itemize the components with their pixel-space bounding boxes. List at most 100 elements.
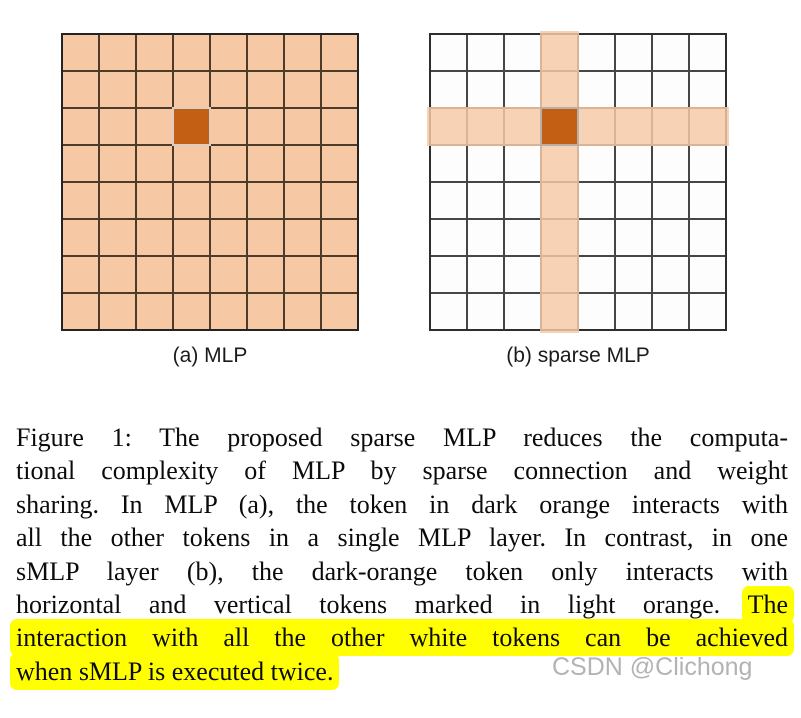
grid-cell — [174, 220, 209, 255]
grid-cell — [690, 146, 725, 181]
grid-cell — [616, 220, 651, 255]
grid-cell — [579, 146, 614, 181]
grid-cell — [690, 257, 725, 292]
grid-cell — [468, 35, 503, 70]
grid-cell — [505, 183, 540, 218]
grid-cell — [431, 294, 466, 329]
grid-cell — [137, 109, 172, 144]
grid-cell — [616, 146, 651, 181]
grid-cell — [616, 35, 651, 70]
grid-cell — [211, 146, 246, 181]
grid-cell — [174, 72, 209, 107]
grid-cell — [63, 257, 98, 292]
highlighted-text: The — [741, 585, 794, 623]
caption-line: tional complexity of MLP by sparse conne… — [16, 454, 788, 487]
grid-cell — [468, 220, 503, 255]
grid-cell — [468, 183, 503, 218]
grid-cell — [285, 294, 320, 329]
grid-cell — [690, 72, 725, 107]
grid-cell — [248, 146, 283, 181]
grid-cell — [100, 72, 135, 107]
grid-cell — [248, 183, 283, 218]
grid-cell — [505, 35, 540, 70]
highlighted-text: interaction with all the other white tok… — [10, 619, 794, 657]
grid-cell — [285, 183, 320, 218]
grid-cell — [174, 294, 209, 329]
grid-cell — [505, 72, 540, 107]
caption-text: sMLP layer (b), the dark-orange token on… — [16, 556, 788, 586]
grid-cell — [505, 146, 540, 181]
grid-cell — [285, 109, 320, 144]
grid-cell — [579, 72, 614, 107]
caption-line: Figure 1: The proposed sparse MLP reduce… — [16, 421, 788, 454]
grid-cell — [100, 109, 135, 144]
grid-cell — [100, 220, 135, 255]
grid-cell — [505, 257, 540, 292]
grid-cell — [431, 183, 466, 218]
grid-cell — [211, 109, 246, 144]
grid-cell — [322, 146, 357, 181]
grid-cell — [468, 257, 503, 292]
grid-cell — [100, 257, 135, 292]
caption-line: when sMLP is executed twice. — [10, 652, 788, 690]
grid-cell — [174, 183, 209, 218]
grid-cell — [653, 220, 688, 255]
grid-cell — [322, 294, 357, 329]
grid-cell — [505, 294, 540, 329]
grid-cell — [653, 294, 688, 329]
grid-cell — [174, 146, 209, 181]
watermark: CSDN @Clichong — [552, 653, 753, 681]
grid-cell — [174, 35, 209, 70]
grid-cell — [616, 294, 651, 329]
grid-cell — [63, 72, 98, 107]
grid-cell — [579, 35, 614, 70]
grid-cell — [137, 146, 172, 181]
mlp-grid — [61, 33, 359, 331]
grid-cell — [431, 146, 466, 181]
grid-cell — [579, 257, 614, 292]
caption-text: tional complexity of MLP by sparse conne… — [16, 456, 788, 486]
grid-cell — [468, 146, 503, 181]
grid-cell — [431, 35, 466, 70]
token-column-band — [540, 31, 579, 333]
grid-cell — [579, 294, 614, 329]
grid-cell — [322, 35, 357, 70]
grid-cell — [653, 183, 688, 218]
grid-cell — [63, 183, 98, 218]
grid-cell — [63, 146, 98, 181]
caption-text: Figure 1: The proposed sparse MLP reduce… — [16, 423, 788, 452]
grid-cell — [285, 35, 320, 70]
grid-cell — [248, 72, 283, 107]
grid-cell — [579, 183, 614, 218]
figure-caption: Figure 1: The proposed sparse MLP reduce… — [10, 421, 794, 690]
dark-token-cell — [540, 107, 579, 146]
grid-cell — [653, 146, 688, 181]
grid-cell — [431, 72, 466, 107]
grid-cell — [100, 35, 135, 70]
grid-cell — [431, 220, 466, 255]
grid-cell — [322, 257, 357, 292]
grid-cell — [248, 220, 283, 255]
highlighted-text: when sMLP is executed twice. — [10, 652, 340, 690]
grid-cell — [468, 294, 503, 329]
grid-cell — [431, 257, 466, 292]
grid-cell — [653, 257, 688, 292]
caption-text: horizontal and vertical tokens marked in… — [16, 589, 748, 619]
grid-cell — [100, 183, 135, 218]
grid-cell — [100, 294, 135, 329]
panel-a-label: (a) MLP — [172, 344, 248, 367]
grid-cell — [690, 35, 725, 70]
caption-line: horizontal and vertical tokens marked in… — [16, 585, 794, 623]
grid-cell — [248, 35, 283, 70]
caption-line: all the other tokens in a single MLP lay… — [16, 521, 788, 554]
grid-cell — [63, 35, 98, 70]
grid-cell — [137, 35, 172, 70]
grid-cell — [248, 294, 283, 329]
grid-cell — [63, 220, 98, 255]
grid-cell — [616, 183, 651, 218]
grid-cell — [322, 72, 357, 107]
grid-cell — [690, 220, 725, 255]
grid-cell — [322, 183, 357, 218]
grid-cell — [211, 35, 246, 70]
